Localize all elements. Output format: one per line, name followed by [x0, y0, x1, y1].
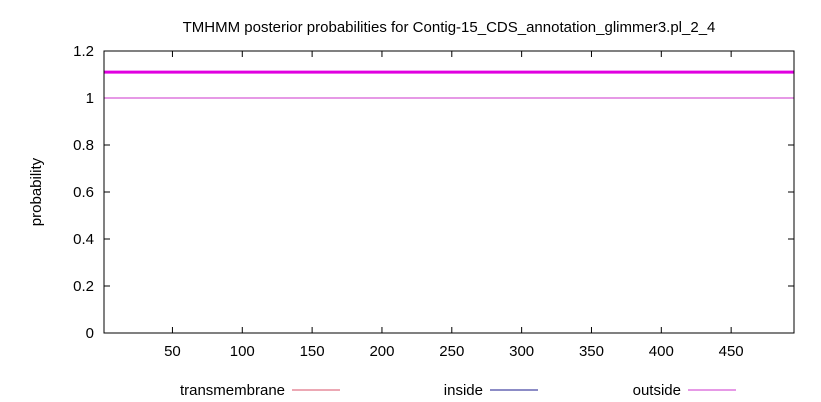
- y-tick-label: 0.8: [73, 137, 94, 154]
- legend-label-inside: inside: [444, 382, 483, 399]
- x-tick-label: 450: [719, 343, 744, 360]
- x-tick-label: 50: [164, 343, 181, 360]
- plot-frame: [103, 50, 795, 334]
- y-tick-label: 1: [86, 90, 94, 107]
- x-tick-label: 150: [300, 343, 325, 360]
- legend-label-transmembrane: transmembrane: [180, 382, 285, 399]
- y-tick-label: 0.2: [73, 278, 94, 295]
- x-axis-ticks: 50 100 150 200 250 300 350 400 450: [164, 51, 744, 360]
- chart-title: TMHMM posterior probabilities for Contig…: [183, 19, 716, 36]
- legend: transmembrane inside outside: [180, 382, 736, 399]
- y-tick-label: 0.4: [73, 231, 94, 248]
- x-tick-label: 400: [649, 343, 674, 360]
- y-axis-ticks: 0 0.2 0.4 0.6 0.8 1 1.2: [73, 43, 794, 342]
- x-tick-label: 250: [439, 343, 464, 360]
- y-axis-label: probability: [28, 157, 45, 226]
- x-tick-label: 200: [369, 343, 394, 360]
- x-tick-label: 300: [509, 343, 534, 360]
- series-layer: [104, 70, 794, 334]
- legend-label-outside: outside: [633, 382, 681, 399]
- y-tick-label: 0: [86, 325, 94, 342]
- y-tick-label: 1.2: [73, 43, 94, 60]
- y-tick-label: 0.6: [73, 184, 94, 201]
- x-tick-label: 100: [230, 343, 255, 360]
- x-tick-label: 350: [579, 343, 604, 360]
